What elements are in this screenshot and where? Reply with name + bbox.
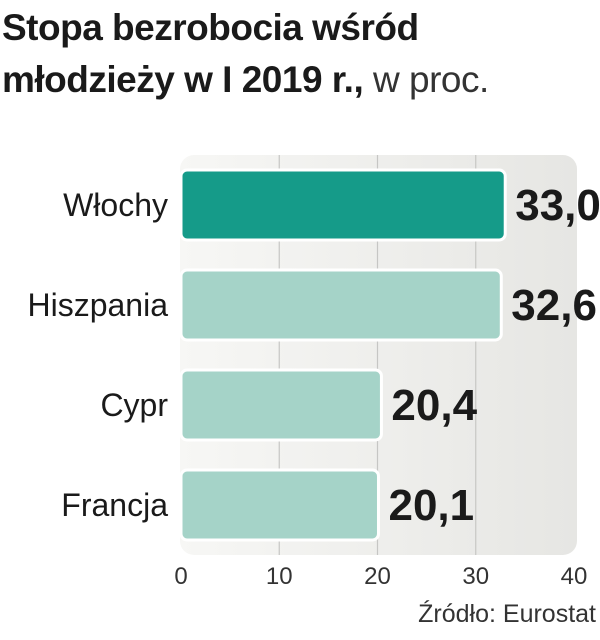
chart-title-unit: w proc. [373,59,489,100]
bar [179,268,503,342]
x-tick-label: 20 [364,563,391,590]
value-label: 33,0 [515,181,600,230]
source-note: Źródło: Eurostat [418,600,596,628]
bar [179,468,380,542]
chart-title-main: Stopa bezrobocia wśród młodzieży w I 201… [2,7,419,100]
chart-title: Stopa bezrobocia wśród młodzieży w I 201… [2,2,598,106]
value-label: 20,4 [391,381,477,430]
bars [179,168,507,542]
category-label: Cypr [100,387,168,423]
bar [179,168,507,242]
value-label: 20,1 [388,481,474,530]
x-tick-labels: 0 10 20 30 40 [174,563,587,590]
value-label: 32,6 [511,281,597,330]
x-tick-label: 10 [266,563,293,590]
x-tick-label: 40 [561,563,588,590]
category-label: Hiszpania [27,287,168,323]
x-tick-label: 0 [174,563,187,590]
bar-chart: Włochy Hiszpania Cypr Francja 33,0 32,6 20,4 2… [27,155,600,590]
x-tick-label: 30 [462,563,489,590]
value-labels: 33,0 32,6 20,4 20,1 [388,181,600,530]
category-labels: Włochy Hiszpania Cypr Francja [27,187,168,523]
bar [179,368,383,442]
category-label: Włochy [63,187,168,223]
category-label: Francja [61,487,168,523]
